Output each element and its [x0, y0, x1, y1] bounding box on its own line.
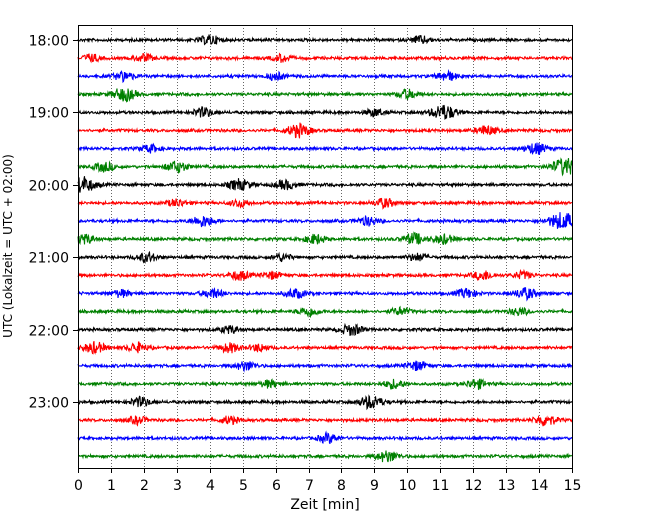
seismic-trace [78, 450, 573, 463]
seismic-trace [77, 176, 573, 193]
seismic-trace [77, 88, 573, 103]
x-tick-label: 10 [399, 478, 417, 494]
x-tick-label: 12 [465, 478, 483, 494]
y-axis-ticks: 18:00 19:00 20:00 21:00 22:00 23:00 [29, 34, 78, 412]
seismic-trace [77, 414, 573, 427]
x-tick-label: 14 [531, 478, 549, 494]
x-tick-label: 1 [107, 478, 116, 494]
x-tick-label: 5 [239, 478, 248, 494]
x-tick-label: 2 [140, 478, 149, 494]
seismic-trace [77, 287, 573, 302]
x-tick-label: 11 [432, 478, 450, 494]
x-tick-label: 15 [564, 478, 582, 494]
seismic-trace [77, 268, 573, 282]
seismic-trace [77, 231, 573, 246]
y-axis-label: UTC (Lokalzeit = UTC + 02:00) [1, 154, 15, 338]
seismic-trace [77, 69, 573, 84]
x-tick-label: 0 [74, 478, 83, 494]
x-tick-label: 6 [272, 478, 281, 494]
seismic-traces [77, 34, 573, 463]
y-tick-label: 21:00 [29, 251, 69, 267]
seismic-trace [77, 360, 573, 373]
x-tick-label: 3 [173, 478, 182, 494]
seismic-trace [77, 197, 573, 210]
y-tick-label: 19:00 [29, 106, 69, 122]
x-axis-ticks: 0 1 2 3 4 5 6 7 8 9 10 11 12 13 14 15 [74, 468, 581, 494]
x-tick-label: 13 [498, 478, 516, 494]
grid-lines [111, 25, 540, 468]
seismic-trace [77, 430, 573, 444]
plot-frame [78, 25, 573, 469]
seismic-trace [77, 394, 573, 411]
y-tick-label: 22:00 [29, 324, 69, 340]
y-tick-label: 20:00 [29, 179, 69, 195]
seismic-trace [77, 52, 573, 64]
seismic-trace [77, 250, 573, 265]
x-axis-label: Zeit [min] [290, 497, 359, 513]
seismic-trace [77, 122, 573, 139]
seismic-trace [77, 305, 573, 319]
x-tick-label: 8 [337, 478, 346, 494]
seismic-trace [77, 378, 573, 391]
x-tick-label: 4 [206, 478, 215, 494]
seismic-trace [77, 142, 573, 155]
seismic-trace [77, 322, 573, 337]
seismic-trace [77, 104, 573, 120]
seismic-trace [77, 157, 573, 177]
x-tick-label: 9 [370, 478, 379, 494]
x-tick-label: 7 [305, 478, 314, 494]
y-tick-label: 23:00 [29, 396, 69, 412]
y-tick-label: 18:00 [29, 34, 69, 50]
seismic-trace [77, 34, 573, 46]
seismic-trace [77, 340, 573, 355]
seismic-trace [77, 212, 573, 229]
